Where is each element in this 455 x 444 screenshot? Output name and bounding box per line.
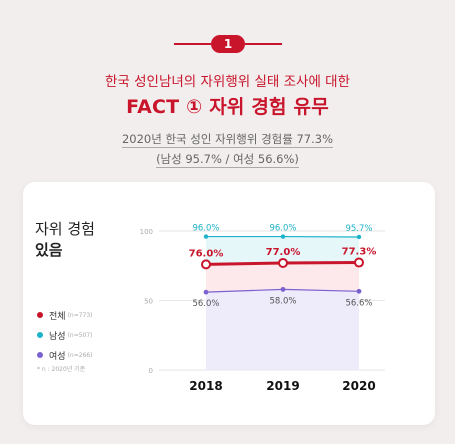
card-title-line-2: 있음 xyxy=(35,241,63,259)
x-tick-label-2019: 2019 xyxy=(266,379,299,393)
legend-n-female: (n=266) xyxy=(67,351,93,359)
subtitle: 한국 성인남녀의 자위행위 실태 조사에 대한 xyxy=(104,74,351,90)
data-point-남성-2019 xyxy=(280,234,286,239)
legend-dot-female xyxy=(37,352,43,358)
data-label-여성-2019: 58.0% xyxy=(269,296,296,306)
female-area xyxy=(206,289,359,370)
data-point-전체-2018 xyxy=(201,259,211,270)
card-title-line-1: 자위 경험 xyxy=(35,220,95,238)
legend-item-total: 전체 (n=773) xyxy=(37,305,93,325)
data-label-전체-2019: 77.0% xyxy=(266,247,301,258)
x-tick-label-2020: 2020 xyxy=(342,379,375,393)
stat-line-2: (남성 95.7% / 여성 56.6%) xyxy=(156,152,299,168)
male-band xyxy=(206,236,359,265)
y-tick-label: 50 xyxy=(144,298,153,306)
card-title: 자위 경험 있음 xyxy=(35,219,95,261)
data-point-전체-2020 xyxy=(354,257,364,268)
data-point-여성-2020 xyxy=(356,288,362,294)
data-label-전체-2020: 77.3% xyxy=(342,247,377,258)
y-tick-label: 100 xyxy=(140,228,153,236)
data-label-여성-2020: 56.6% xyxy=(345,298,372,308)
legend-label-male: 남성 xyxy=(49,331,66,342)
data-label-여성-2018: 56.0% xyxy=(192,299,219,309)
total-band xyxy=(206,262,359,293)
data-point-여성-2018 xyxy=(203,289,209,295)
legend-label-total: 전체 xyxy=(49,311,66,322)
data-label-남성-2019: 96.0% xyxy=(269,224,296,234)
data-label-남성-2018: 96.0% xyxy=(192,224,219,234)
legend-dot-male xyxy=(37,332,43,338)
badge-row: 1 xyxy=(0,35,455,53)
x-tick-label-2018: 2018 xyxy=(189,379,222,393)
y-tick-label: 0 xyxy=(149,367,153,375)
data-label-전체-2018: 76.0% xyxy=(189,248,224,259)
badge-line-left xyxy=(174,43,211,45)
data-point-전체-2019 xyxy=(278,257,288,268)
section-number-badge: 1 xyxy=(211,35,245,53)
data-point-남성-2020 xyxy=(356,234,362,240)
footnote: * n : 2020년 기준 xyxy=(37,366,86,373)
legend-label-female: 여성 xyxy=(49,351,66,362)
legend-n-total: (n=773) xyxy=(67,311,93,319)
data-label-남성-2020: 95.7% xyxy=(345,224,372,234)
data-point-여성-2019 xyxy=(280,286,286,292)
legend-dot-total xyxy=(37,312,43,318)
legend-item-female: 여성 (n=266) xyxy=(37,345,93,365)
badge-line-right xyxy=(245,43,282,45)
data-point-남성-2018 xyxy=(203,234,209,239)
page-title: FACT ① 자위 경험 유무 xyxy=(126,96,329,118)
stat-line-1: 2020년 한국 성인 자위행위 경험률 77.3% xyxy=(121,132,334,148)
legend-n-male: (n=507) xyxy=(67,331,93,339)
legend: 전체 (n=773) 남성 (n=507) 여성 (n=266) xyxy=(37,305,93,365)
legend-item-male: 남성 (n=507) xyxy=(37,325,93,345)
